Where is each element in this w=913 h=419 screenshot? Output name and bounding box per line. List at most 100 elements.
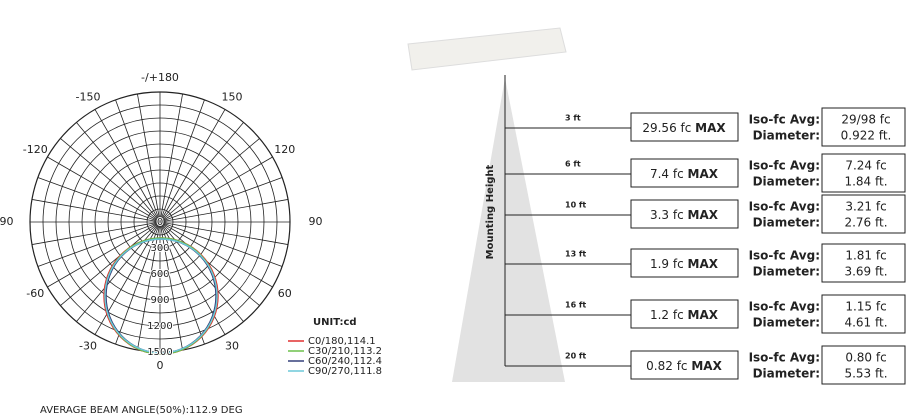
spoke: [159, 221, 283, 267]
avg-value: 29/98 fc: [841, 113, 890, 127]
distance: 6 ft: [565, 160, 581, 169]
diameter-label: Diameter:: [753, 129, 820, 143]
spoke: [159, 221, 183, 351]
diameter-label: Diameter:: [753, 316, 820, 330]
mounting-label: Mounting Height: [485, 164, 496, 259]
spoke: [159, 221, 205, 345]
spoke: [159, 221, 273, 288]
distance: 13 ft: [565, 250, 586, 259]
diameter-value: 3.69 ft.: [844, 265, 887, 279]
ring-label: 300: [150, 243, 169, 254]
value-box: [821, 294, 906, 334]
avg-label: Iso-fc Avg:: [749, 351, 820, 365]
angle-label: -30: [79, 340, 97, 353]
angle-label: -150: [76, 90, 101, 103]
spoke: [76, 122, 161, 223]
angle-label: 30: [225, 340, 239, 353]
angle-label: 90: [309, 215, 323, 228]
spoke: [159, 93, 183, 223]
avg-value: 3.21 fc: [845, 200, 886, 214]
diameter-value: 5.53 ft.: [844, 367, 887, 381]
value-box: [821, 345, 906, 385]
max-value: 3.3 fc: [650, 208, 684, 222]
fixture: [407, 27, 567, 71]
distance: 20 ft: [565, 352, 586, 361]
max-label: MAX: [688, 257, 719, 271]
max-label: MAX: [688, 167, 719, 181]
spoke: [37, 177, 161, 223]
legend-label: C60/240,112.4: [308, 356, 382, 367]
legend-label: C90/270,111.8: [308, 366, 382, 377]
max-value: 29.56 fc: [642, 121, 691, 135]
max-box: [630, 248, 739, 278]
spoke: [94, 109, 161, 223]
spoke: [37, 221, 161, 267]
spoke: [159, 109, 226, 223]
spoke: [159, 122, 244, 223]
distance: 16 ft: [565, 301, 586, 310]
spoke: [159, 177, 283, 223]
ring-label: 600: [150, 269, 169, 280]
spoke: [159, 199, 289, 223]
max-text: 1.2 fc MAX: [650, 308, 719, 322]
max-text: 7.4 fc MAX: [650, 167, 719, 181]
avg-label: Iso-fc Avg:: [749, 249, 820, 263]
diameter-value: 2.76 ft.: [844, 216, 887, 230]
max-text: 3.3 fc MAX: [650, 208, 719, 222]
max-label: MAX: [688, 208, 719, 222]
diameter-label: Diameter:: [753, 175, 820, 189]
diameter-value: 4.61 ft.: [844, 316, 887, 330]
spoke: [31, 221, 161, 245]
max-text: 29.56 fc MAX: [642, 121, 726, 135]
angle-label: -60: [26, 287, 44, 300]
avg-label: Iso-fc Avg:: [749, 113, 820, 127]
legend-label: C30/210,113.2: [308, 346, 382, 357]
angle-label: -/+180: [141, 71, 179, 84]
value-box: [821, 107, 906, 147]
diameter-value: 0.922 ft.: [841, 129, 892, 143]
spoke: [159, 138, 260, 223]
spoke: [159, 99, 205, 223]
spoke: [159, 221, 289, 245]
avg-value: 7.24 fc: [845, 159, 886, 173]
distance: 3 ft: [565, 114, 581, 123]
spoke: [137, 93, 161, 223]
spoke: [31, 199, 161, 223]
avg-value: 0.80 fc: [845, 351, 886, 365]
spoke: [76, 221, 161, 322]
spoke: [60, 221, 161, 306]
spoke: [159, 221, 244, 322]
max-box: [630, 158, 739, 188]
beam-angle: AVERAGE BEAM ANGLE(50%):112.9 DEG: [40, 405, 243, 416]
ring-label: 0: [157, 217, 163, 228]
diameter-label: Diameter:: [753, 216, 820, 230]
max-box: [630, 299, 739, 329]
max-box: [630, 112, 739, 142]
rows: 3 ft 29.56 fc MAX Iso-fc Avg: Diameter: 29/9…: [505, 107, 906, 385]
light-cone: [452, 78, 565, 382]
max-box: [630, 350, 739, 380]
max-label: MAX: [688, 308, 719, 322]
diameter-label: Diameter:: [753, 367, 820, 381]
value-box: [821, 194, 906, 234]
avg-label: Iso-fc Avg:: [749, 159, 820, 173]
spoke: [137, 221, 161, 351]
legend-label: C0/180,114.1: [308, 336, 376, 347]
polar-chart: -/+1801501209060300-30-60-90-120-1500300…: [0, 71, 382, 377]
spoke: [47, 156, 161, 223]
spoke: [115, 221, 161, 345]
spoke: [47, 221, 161, 288]
unit-label: UNIT:cd: [313, 317, 357, 328]
max-value: 1.2 fc: [650, 308, 684, 322]
avg-value: 1.81 fc: [845, 249, 886, 263]
avg-value: 1.15 fc: [845, 300, 886, 314]
diameter-label: Diameter:: [753, 265, 820, 279]
angle-label: -90: [0, 215, 13, 228]
distribution-curve: [104, 238, 218, 354]
diameter-value: 1.84 ft.: [844, 175, 887, 189]
max-value: 7.4 fc: [650, 167, 684, 181]
spoke: [159, 156, 273, 223]
avg-label: Iso-fc Avg:: [749, 200, 820, 214]
angle-label: -120: [23, 143, 48, 156]
